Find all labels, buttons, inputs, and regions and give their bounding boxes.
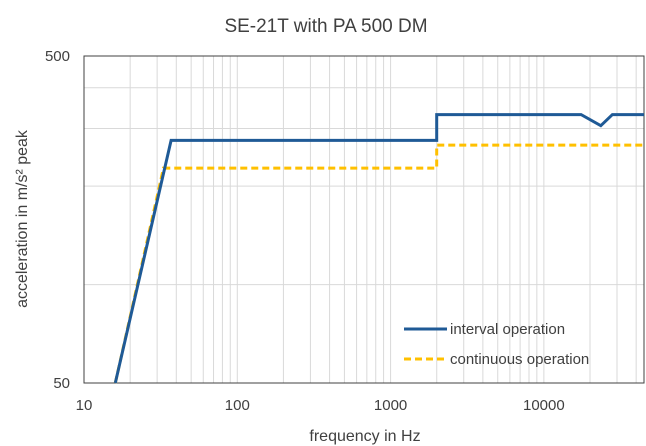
x-axis-label: frequency in Hz [309, 428, 420, 445]
legend-label-continuous-operation: continuous operation [450, 351, 589, 368]
series-line-continuous-operation [113, 143, 644, 384]
series-line-interval-operation [113, 113, 644, 384]
series-layer [113, 113, 644, 384]
x-tick-label: 1000 [374, 397, 407, 414]
y-tick-label: 500 [45, 48, 70, 65]
y-tick-label: 50 [53, 375, 70, 392]
x-tick-label: 10 [76, 397, 93, 414]
legend-label-interval-operation: interval operation [450, 321, 565, 338]
grid [84, 56, 644, 383]
legend: interval operation continuous operation [404, 321, 589, 368]
x-tick-label: 10000 [523, 397, 565, 414]
plot-frame [83, 55, 645, 384]
y-axis-label: acceleration in m/s² peak [14, 129, 31, 308]
chart-title: SE-21T with PA 500 DM [224, 16, 427, 37]
tick-labels: 10 100 1000 10000 50 500 [45, 48, 565, 414]
x-tick-label: 100 [225, 397, 250, 414]
